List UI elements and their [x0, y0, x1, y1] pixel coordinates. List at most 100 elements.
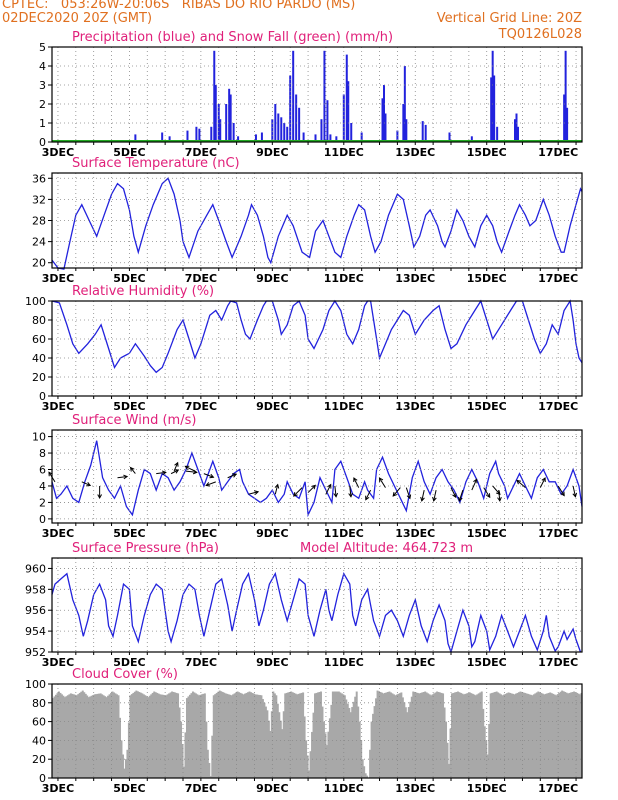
cloud-column [370, 721, 373, 778]
xtick-label-2: 7DEC [185, 656, 217, 669]
precip-bar-50 [470, 136, 473, 142]
cloud-column [187, 696, 190, 778]
cloud-column [546, 693, 549, 778]
cloud-column [495, 691, 498, 778]
wind-arrow-32 [498, 490, 501, 501]
cloud-column [376, 690, 379, 778]
cloud-column [86, 695, 89, 778]
panel-subtitle-4: Model Altitude: 464.723 m [300, 541, 473, 556]
cloud-column [513, 694, 516, 778]
cloud-column [293, 692, 296, 778]
xtick-label-5: 13DEC [395, 656, 435, 669]
cloud-column [306, 755, 309, 778]
xtick-label-0: 3DEC [42, 400, 74, 413]
precip-bar-55 [514, 119, 517, 142]
wind-arrow-19 [349, 485, 352, 497]
cloud-column [416, 692, 419, 778]
cloud-column [150, 694, 153, 778]
cloud-column [535, 692, 538, 778]
cloud-column [214, 694, 217, 778]
xtick-label-6: 15DEC [467, 272, 507, 285]
cloud-column [452, 692, 455, 778]
cloud-column [529, 694, 532, 778]
cloud-column [153, 691, 156, 778]
wind-arrow-18 [334, 485, 337, 497]
cloud-column [238, 692, 241, 778]
cloud-column [440, 692, 443, 778]
cloud-column [251, 692, 254, 778]
cloud-column [400, 692, 403, 778]
wind-arrow-head-34 [541, 477, 546, 483]
precip-bar-49 [448, 132, 451, 142]
cloud-column [267, 720, 270, 778]
cloud-column [111, 691, 114, 778]
cloud-column [77, 694, 80, 778]
cloud-column [354, 696, 357, 778]
ytick-label: 0 [39, 513, 46, 526]
ytick-label: 956 [25, 604, 46, 617]
cloud-column [160, 694, 163, 778]
precip-bar-12 [228, 88, 231, 142]
cloud-column [317, 692, 319, 778]
cloud-column [343, 695, 346, 778]
cloud-column [299, 693, 302, 778]
cloud-column [311, 731, 314, 778]
precip-bar-27 [298, 107, 301, 142]
cloud-column [459, 692, 462, 778]
wind-arrow-head-27 [452, 493, 457, 499]
ytick-label: 100 [25, 678, 46, 691]
cloud-column [476, 694, 479, 778]
cloud-column [266, 710, 269, 778]
precip-bar-19 [274, 104, 277, 142]
cloud-column [209, 776, 212, 778]
ytick-label: 952 [25, 646, 46, 659]
cloud-column [104, 696, 107, 778]
wind-arrow-21 [365, 489, 372, 500]
cloud-column [331, 691, 334, 778]
precip-bar-47 [421, 121, 424, 142]
cloud-column [132, 692, 135, 778]
xtick-label-2: 7DEC [185, 782, 217, 795]
cloud-column [68, 694, 71, 778]
xtick-label-6: 15DEC [467, 656, 507, 669]
cloud-column [519, 691, 522, 778]
cloud-column [488, 723, 491, 778]
cloud-column [544, 693, 547, 778]
cloud-column [339, 692, 342, 778]
precip-bar-1 [161, 132, 164, 142]
ytick-label: 24 [32, 236, 46, 249]
precip-bar-15 [237, 136, 240, 142]
precip-bar-51 [490, 77, 493, 142]
cloud-column [415, 692, 418, 778]
xtick-label-6: 15DEC [467, 527, 507, 540]
wind-arrow-7 [173, 462, 179, 472]
precip-bar-54 [496, 126, 499, 142]
cloud-column [515, 693, 517, 778]
wind-arrow-head-12 [232, 473, 238, 478]
cloud-column [229, 694, 232, 778]
cloud-column [558, 692, 561, 778]
precip-bar-5 [198, 128, 201, 142]
cloud-column [147, 697, 150, 778]
cloud-column [516, 692, 519, 778]
cloud-column [333, 691, 336, 778]
cloud-column [288, 691, 291, 778]
xtick-label-2: 7DEC [185, 527, 217, 540]
ytick-label: 20 [32, 753, 46, 766]
cloud-column [148, 695, 151, 778]
cloud-column [98, 693, 101, 778]
ytick-label: 960 [25, 562, 46, 575]
panel-title-3: Surface Wind (m/s) [72, 413, 196, 428]
cloud-column [342, 694, 345, 778]
cloud-column [191, 691, 194, 778]
cloud-column [504, 693, 507, 778]
cloud-column [105, 697, 108, 778]
wind-arrow-16 [307, 484, 316, 493]
cloud-column [479, 692, 482, 778]
cloud-column [340, 693, 343, 778]
cloud-column [413, 691, 416, 778]
cloud-column [337, 691, 340, 778]
cloud-column [244, 693, 247, 778]
cloud-column [570, 692, 573, 778]
wind-arrow-13 [248, 491, 259, 495]
